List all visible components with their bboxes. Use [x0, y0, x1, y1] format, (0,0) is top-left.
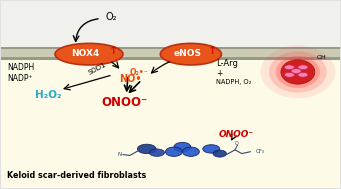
Text: ONOO⁻: ONOO⁻ [102, 96, 148, 109]
Ellipse shape [160, 43, 221, 65]
Text: eNOS: eNOS [174, 49, 202, 58]
Ellipse shape [298, 72, 308, 77]
Ellipse shape [284, 72, 295, 77]
Text: ONOO⁻: ONOO⁻ [219, 130, 254, 139]
Text: ↑: ↑ [109, 46, 118, 56]
Ellipse shape [165, 147, 182, 156]
Text: O₂: O₂ [105, 12, 117, 22]
Text: +: + [216, 69, 223, 78]
Text: NADPH: NADPH [8, 63, 35, 72]
Text: NO•: NO• [119, 74, 142, 84]
FancyBboxPatch shape [1, 57, 340, 60]
Ellipse shape [203, 145, 220, 153]
Ellipse shape [291, 69, 301, 74]
Ellipse shape [284, 65, 295, 70]
Ellipse shape [298, 65, 308, 70]
FancyBboxPatch shape [1, 1, 340, 47]
FancyBboxPatch shape [1, 53, 340, 188]
Text: O: O [235, 141, 239, 146]
Text: O₂•⁻: O₂•⁻ [130, 68, 148, 77]
Text: H₂O₂: H₂O₂ [35, 91, 61, 100]
Text: OH: OH [316, 55, 326, 60]
Ellipse shape [137, 144, 156, 154]
Ellipse shape [213, 150, 226, 157]
FancyBboxPatch shape [1, 47, 340, 60]
Ellipse shape [261, 46, 335, 98]
Text: Keloid scar-derived fibroblasts: Keloid scar-derived fibroblasts [8, 171, 147, 180]
Text: NADP⁺: NADP⁺ [8, 74, 33, 83]
Text: SOD1: SOD1 [87, 61, 107, 76]
Ellipse shape [269, 51, 327, 93]
Text: NOX4: NOX4 [71, 49, 100, 58]
Text: ↑: ↑ [208, 46, 218, 56]
Text: NADPH, O₂: NADPH, O₂ [216, 79, 252, 85]
Ellipse shape [281, 60, 315, 84]
Ellipse shape [182, 147, 199, 156]
Text: CF₃: CF₃ [255, 149, 265, 154]
Text: N: N [118, 152, 122, 157]
Ellipse shape [55, 43, 123, 65]
FancyBboxPatch shape [1, 47, 340, 50]
Ellipse shape [149, 149, 165, 156]
Ellipse shape [174, 142, 191, 152]
Text: L-Arg: L-Arg [216, 59, 238, 68]
Ellipse shape [276, 56, 320, 88]
